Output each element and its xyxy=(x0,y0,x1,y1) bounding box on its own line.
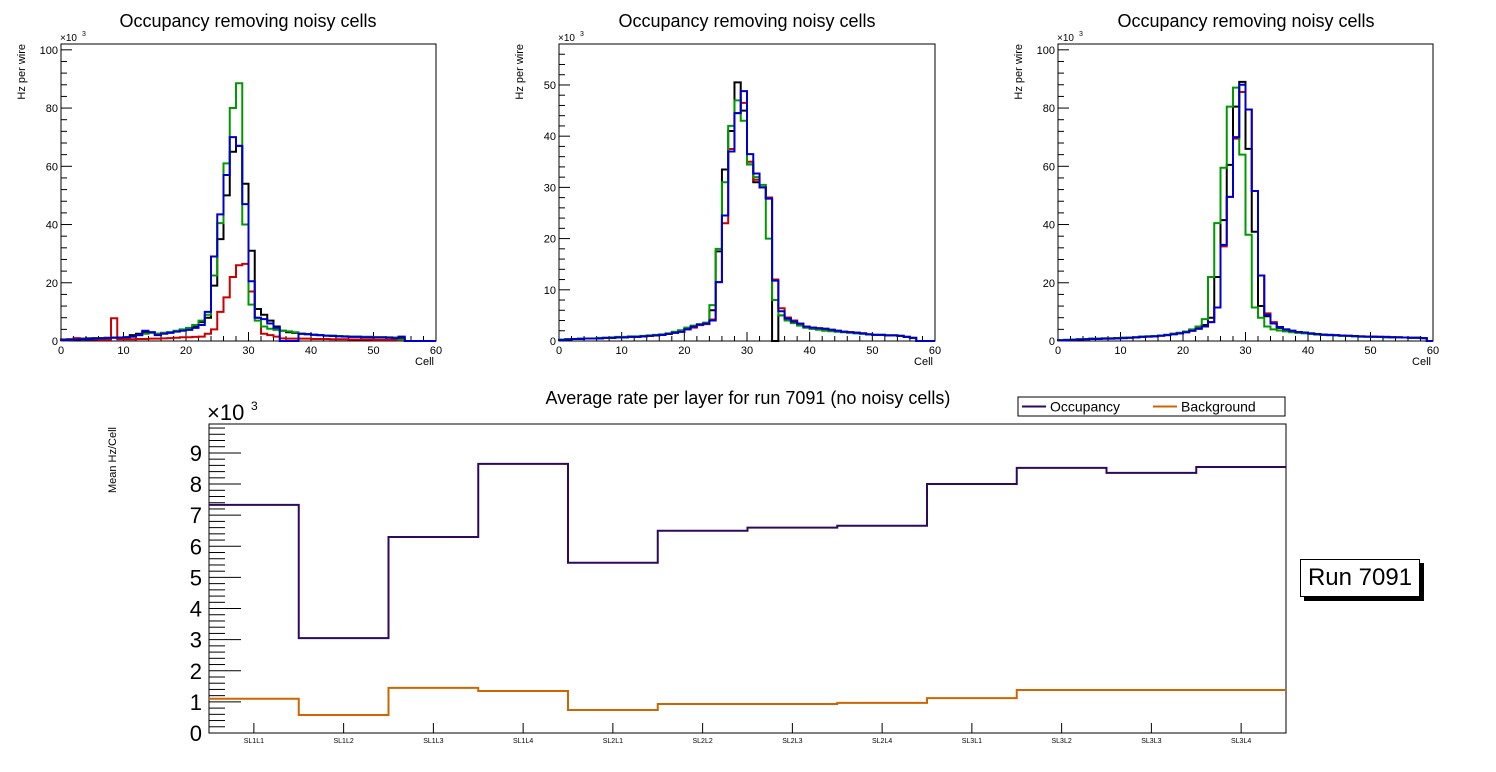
hist1-x-tick-label: 30 xyxy=(242,345,254,357)
layer-chart-x-tick-label: SL1L1 xyxy=(244,738,264,745)
hist3-y-tick-label: 100 xyxy=(1037,45,1055,57)
hist1-y-tick-label: 20 xyxy=(46,278,58,290)
hist2-x-tick-label: 40 xyxy=(804,345,816,357)
layer-chart-x-tick-label: SL2L4 xyxy=(872,738,892,745)
hist2-title: Occupancy removing noisy cells xyxy=(618,11,875,31)
layer-chart-y-tick-label: 0 xyxy=(190,721,202,746)
hist3-x-tick-label: 20 xyxy=(1177,345,1189,357)
hist2-y-tick-label: 10 xyxy=(544,285,556,297)
hist3-y-multiplier-exp: 3 xyxy=(1079,31,1083,38)
hist2-y-tick-label: 0 xyxy=(550,336,556,348)
hist2-y-axis-label: Hz per wire xyxy=(514,44,526,100)
layer-chart-x-tick-label: SL2L1 xyxy=(603,738,623,745)
hist3-y-tick-label: 20 xyxy=(1043,278,1055,290)
hist3-y-tick-label: 40 xyxy=(1043,220,1055,232)
layer-chart-y-tick-label: 5 xyxy=(190,565,202,590)
hist3-y-tick-label: 80 xyxy=(1043,103,1055,115)
layer-chart-x-tick-label: SL3L1 xyxy=(962,738,982,745)
layer-chart-y-multiplier: ×10 xyxy=(207,400,244,425)
hist2-x-tick-label: 50 xyxy=(866,345,878,357)
layer-chart-legend-box xyxy=(1017,396,1286,417)
hist1-x-tick-label: 60 xyxy=(430,345,442,357)
layer-chart-y-tick-label: 6 xyxy=(190,534,202,559)
layer-chart-x-tick-label: SL1L2 xyxy=(334,738,354,745)
layer-chart-y-tick-label: 1 xyxy=(190,690,202,715)
hist1-series-blue xyxy=(60,136,436,342)
hist3-x-axis-label: Cell xyxy=(1412,356,1431,368)
hist1-y-tick-label: 60 xyxy=(46,161,58,173)
hist1-y-axis-label: Hz per wire xyxy=(16,44,28,100)
hist1-y-tick-label: 100 xyxy=(40,45,58,57)
hist2-x-tick-label: 20 xyxy=(678,345,690,357)
hist1-title: Occupancy removing noisy cells xyxy=(119,11,376,31)
layer-chart-x-tick-label: SL3L4 xyxy=(1231,738,1251,745)
layer-chart-series-background xyxy=(209,686,1286,716)
hist1-x-tick-label: 0 xyxy=(58,345,64,357)
layer-chart-x-tick-label: SL2L2 xyxy=(693,738,713,745)
hist3-x-tick-label: 0 xyxy=(1055,345,1061,357)
hist2-x-tick-label: 30 xyxy=(741,345,753,357)
hist1-y-multiplier-exp: 3 xyxy=(82,31,86,38)
hist1-x-tick-label: 50 xyxy=(367,345,379,357)
hist3-x-tick-label: 10 xyxy=(1114,345,1126,357)
hist2-x-tick-label: 10 xyxy=(616,345,628,357)
layer-chart-y-axis-label: Mean Hz/Cell xyxy=(107,427,119,493)
hist2-x-tick-label: 0 xyxy=(556,345,562,357)
hist2-y-multiplier: ×10 xyxy=(558,33,575,44)
layer-chart-legend-label-background: Background xyxy=(1181,399,1256,415)
run-label-box: Run 7091 xyxy=(1300,559,1420,597)
hist1-x-axis-label: Cell xyxy=(415,356,434,368)
hist2-frame xyxy=(558,43,936,342)
hist3-x-tick-label: 30 xyxy=(1239,345,1251,357)
hist2-x-axis-label: Cell xyxy=(914,356,933,368)
layer-chart-y-tick-label: 3 xyxy=(190,628,202,653)
hist1-series-red xyxy=(60,262,436,342)
hist2-y-tick-label: 30 xyxy=(544,182,556,194)
hist3-y-multiplier: ×10 xyxy=(1057,33,1074,44)
layer-chart-series-occupancy xyxy=(209,462,1286,640)
hist2-y-multiplier-exp: 3 xyxy=(580,31,584,38)
hist1-x-tick-label: 20 xyxy=(180,345,192,357)
hist1-x-tick-label: 10 xyxy=(117,345,129,357)
layer-chart-x-tick-label: SL2L3 xyxy=(782,738,802,745)
hist3-y-tick-label: 0 xyxy=(1049,336,1055,348)
layer-chart-frame xyxy=(208,423,1287,734)
layer-chart-y-tick-label: 4 xyxy=(190,597,202,622)
layer-chart-x-tick-label: SL1L3 xyxy=(423,738,443,745)
layer-chart-title: Average rate per layer for run 7091 (no … xyxy=(546,388,951,408)
layer-chart-x-tick-label: SL3L2 xyxy=(1052,738,1072,745)
hist3-series-blue xyxy=(1057,83,1433,342)
hist3-y-axis-label: Hz per wire xyxy=(1013,44,1025,100)
run-label: Run 7091 xyxy=(1307,564,1413,591)
hist2-y-tick-label: 50 xyxy=(544,80,556,92)
layer-chart-y-tick-label: 9 xyxy=(190,441,202,466)
hist1-y-tick-label: 0 xyxy=(52,336,58,348)
hist3-x-tick-label: 60 xyxy=(1427,345,1439,357)
layer-chart-y-multiplier-exp: 3 xyxy=(251,399,258,413)
layer-chart-y-tick-label: 8 xyxy=(190,472,202,497)
hist3-x-tick-label: 50 xyxy=(1364,345,1376,357)
hist3-title: Occupancy removing noisy cells xyxy=(1117,11,1374,31)
layer-chart-x-tick-label: SL3L3 xyxy=(1141,738,1161,745)
hist1-y-tick-label: 80 xyxy=(46,103,58,115)
hist2-x-tick-label: 60 xyxy=(929,345,941,357)
layer-chart-legend-label-occupancy: Occupancy xyxy=(1050,399,1120,415)
hist2-y-tick-label: 40 xyxy=(544,131,556,143)
layer-chart-x-tick-label: SL1L4 xyxy=(513,738,533,745)
hist3-x-tick-label: 40 xyxy=(1302,345,1314,357)
hist2-y-tick-label: 20 xyxy=(544,234,556,246)
layer-chart-y-tick-label: 2 xyxy=(190,659,202,684)
hist1-y-tick-label: 40 xyxy=(46,220,58,232)
hist1-y-multiplier: ×10 xyxy=(60,33,77,44)
hist1-x-tick-label: 40 xyxy=(305,345,317,357)
hist3-y-tick-label: 60 xyxy=(1043,161,1055,173)
layer-chart-y-tick-label: 7 xyxy=(190,503,202,528)
hist2-series-blue xyxy=(558,90,935,342)
